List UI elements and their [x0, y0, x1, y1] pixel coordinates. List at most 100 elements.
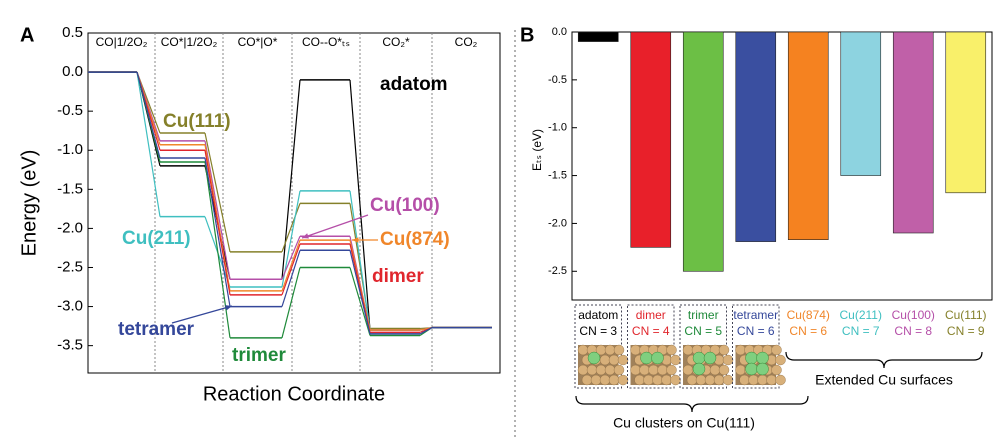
surface-atom [608, 354, 620, 366]
surface-atom [599, 354, 611, 366]
connector [204, 132, 231, 252]
connector [281, 267, 301, 338]
cn-label: CN = 6 [789, 324, 827, 338]
x-axis-label: Reaction Coordinate [203, 383, 385, 405]
surface-atom [590, 374, 602, 386]
surface-atom [709, 364, 721, 376]
cn-label: CN = 3 [579, 324, 617, 338]
connector [136, 71, 161, 217]
surface-atom [577, 344, 589, 356]
series-label: trimer [232, 345, 286, 366]
stage-label: CO--O*ₜₛ [302, 35, 350, 49]
label-arrow [171, 305, 233, 324]
y-tick-label: 0.0 [62, 63, 83, 80]
category-label: Cu(111) [945, 308, 987, 322]
surface-atom [766, 374, 777, 386]
arrow-head [302, 233, 309, 239]
surface-atom [718, 344, 730, 356]
y-tick-label: -0.5 [57, 102, 83, 119]
cluster-atom [745, 362, 758, 376]
cluster-atom [651, 351, 664, 365]
category-label: Cu(211) [840, 308, 882, 322]
y-tick-label: -1.5 [548, 169, 567, 181]
cluster-atom [640, 351, 653, 365]
surface-atom [722, 354, 734, 366]
category-label: adatom [578, 308, 618, 322]
surface-atom [722, 374, 734, 386]
stage-label: CO|1/2O₂ [96, 35, 148, 49]
connector [204, 161, 231, 338]
surface-atom [577, 364, 589, 376]
category-label: Cu(100) [892, 308, 935, 322]
series-label: tetramer [118, 319, 195, 340]
surface-atom [634, 374, 645, 386]
connector [419, 327, 433, 335]
surface-atom [643, 374, 654, 386]
plot-frame [87, 32, 501, 374]
surface-atom [613, 364, 625, 376]
bar [787, 31, 829, 240]
stage-label: CO*|O* [238, 35, 278, 49]
series-label: dimer [372, 266, 424, 287]
y-tick-label: 0.5 [62, 24, 83, 41]
connector [349, 250, 371, 335]
surface-atom [648, 364, 659, 376]
surface-atom [771, 364, 782, 376]
y-tick-label: -3.0 [57, 298, 83, 315]
surface-atom [771, 344, 782, 356]
surface-atom [670, 354, 681, 366]
y-tick-label: -2.0 [57, 219, 83, 236]
cluster-atom [756, 362, 769, 376]
bar [892, 31, 934, 234]
y-tick-label: -1.0 [57, 141, 83, 158]
y-tick-label: -2.5 [548, 265, 567, 277]
cluster-atom [756, 351, 769, 365]
y-tick-label: -1.5 [57, 180, 83, 197]
panel-label: A [20, 24, 34, 46]
category-label: tetramer [733, 308, 778, 322]
group-brace [785, 351, 983, 369]
y-tick-label: -1.0 [548, 122, 567, 134]
surface-atom [757, 374, 768, 386]
category-label: trimer [688, 308, 719, 322]
bar [840, 31, 882, 176]
connector [281, 203, 301, 253]
surface-atom [608, 374, 620, 386]
surface-atom [639, 364, 650, 376]
stage-label: CO₂ [455, 35, 478, 49]
cn-label: CN = 4 [632, 324, 670, 338]
connector [204, 144, 231, 292]
connector [349, 190, 371, 331]
surface-atom [613, 344, 625, 356]
series-label: adatom [380, 74, 448, 95]
panel-label: B [520, 24, 534, 46]
surface-atom [748, 374, 759, 386]
connector [281, 239, 301, 292]
series-label: Cu(111) [163, 111, 231, 132]
surface-atom [661, 374, 672, 386]
bar [735, 31, 777, 242]
surface-atom [713, 374, 725, 386]
surface-atom [670, 374, 681, 386]
group-label: Cu clusters on Cu(111) [613, 415, 755, 431]
connector [281, 243, 301, 296]
connector [204, 140, 231, 280]
y-tick-label: -0.5 [548, 74, 567, 86]
connector [349, 79, 371, 331]
label-arrow [301, 214, 369, 239]
surface-atom [657, 364, 668, 376]
y-axis-label: Eₜₛ (eV) [530, 129, 544, 171]
surface-atom [630, 344, 641, 356]
connector [281, 235, 301, 280]
surface-atom [595, 364, 607, 376]
cluster-atom [692, 362, 706, 376]
surface-atom [586, 364, 598, 376]
y-tick-label: -2.0 [548, 217, 567, 229]
stage-label: CO*|1/2O₂ [161, 35, 218, 49]
group-brace [575, 395, 809, 413]
surface-atom [581, 374, 593, 386]
cn-label: CN = 8 [894, 324, 932, 338]
connector [281, 79, 301, 280]
cluster-atom [587, 351, 601, 365]
